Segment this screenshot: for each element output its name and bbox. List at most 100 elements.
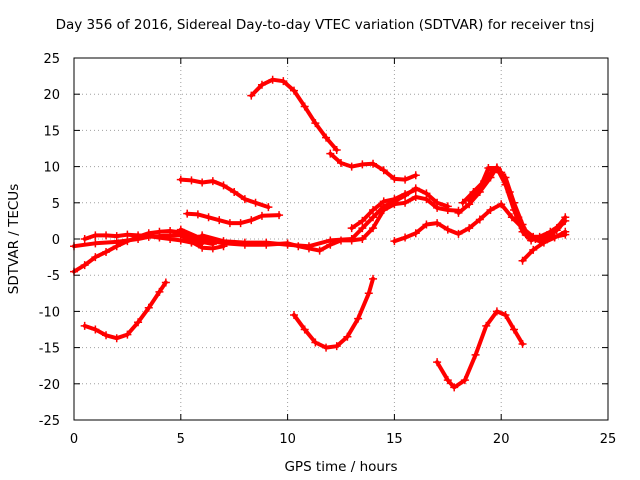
series-line bbox=[292, 276, 375, 350]
data-point bbox=[411, 185, 420, 194]
y-tick-label: 5 bbox=[52, 197, 60, 212]
data-point bbox=[358, 160, 367, 169]
data-point bbox=[433, 358, 442, 367]
axis-ticks: 0 5 10 15 20 25 -25 -20 -15 -10 -5 0 5 10 15 20 25 bbox=[39, 52, 617, 447]
data-point bbox=[240, 238, 249, 247]
data-point bbox=[208, 244, 217, 253]
data-point bbox=[240, 195, 249, 204]
data-point bbox=[358, 235, 367, 243]
data-point bbox=[322, 133, 331, 142]
data-point bbox=[561, 213, 570, 222]
data-point bbox=[422, 189, 431, 198]
data-point bbox=[401, 233, 410, 242]
data-point bbox=[123, 230, 132, 239]
data-point bbox=[422, 220, 431, 229]
data-point bbox=[465, 196, 474, 205]
data-point bbox=[390, 195, 399, 204]
data-point bbox=[454, 208, 463, 217]
data-point bbox=[501, 311, 510, 320]
data-point bbox=[475, 184, 484, 193]
data-point bbox=[225, 219, 234, 228]
data-point bbox=[166, 235, 175, 243]
plot-frame bbox=[73, 57, 609, 421]
data-point bbox=[279, 77, 288, 86]
series-arc-2 bbox=[290, 274, 378, 352]
data-point bbox=[204, 213, 213, 222]
data-point bbox=[347, 235, 356, 243]
data-point bbox=[454, 229, 463, 238]
data-point bbox=[193, 210, 202, 219]
data-point bbox=[475, 215, 484, 224]
data-point bbox=[401, 198, 410, 207]
series-arc-4 bbox=[247, 75, 341, 154]
series-arc-6 bbox=[176, 175, 273, 212]
data-point bbox=[411, 171, 420, 180]
x-tick-label: 0 bbox=[70, 432, 78, 447]
data-point bbox=[401, 175, 410, 184]
data-point bbox=[183, 209, 192, 218]
data-point bbox=[80, 235, 89, 243]
data-point bbox=[219, 237, 228, 246]
data-point bbox=[458, 198, 467, 207]
data-point bbox=[364, 289, 373, 298]
data-point bbox=[123, 330, 132, 339]
series-arc-18 bbox=[518, 227, 570, 265]
data-point bbox=[247, 91, 256, 100]
chart-title: Day 356 of 2016, Sidereal Day-to-day VTE… bbox=[56, 17, 595, 33]
data-point bbox=[390, 237, 399, 246]
data-point bbox=[247, 216, 256, 225]
x-tick-label: 10 bbox=[279, 432, 296, 447]
data-point bbox=[484, 164, 493, 173]
data-point bbox=[268, 75, 277, 84]
y-tick-label: 10 bbox=[43, 161, 60, 176]
data-point bbox=[369, 159, 378, 168]
series-arc-17 bbox=[465, 164, 566, 245]
data-point bbox=[326, 236, 335, 245]
data-point bbox=[311, 119, 320, 128]
data-point bbox=[300, 325, 309, 334]
data-point bbox=[91, 325, 100, 334]
data-point bbox=[411, 229, 420, 238]
data-point bbox=[257, 80, 266, 89]
data-point bbox=[91, 231, 100, 240]
data-point bbox=[91, 239, 100, 248]
data-point bbox=[492, 307, 501, 316]
data-point bbox=[332, 145, 341, 154]
data-point bbox=[358, 224, 367, 233]
data-point bbox=[176, 175, 185, 184]
data-point bbox=[290, 86, 299, 95]
data-point bbox=[176, 225, 185, 234]
plot-area bbox=[70, 75, 570, 392]
data-point bbox=[557, 220, 566, 229]
data-point bbox=[443, 202, 452, 211]
data-point bbox=[518, 227, 527, 236]
data-point bbox=[535, 232, 544, 241]
data-point bbox=[236, 219, 245, 228]
data-point bbox=[198, 231, 207, 240]
data-point bbox=[497, 200, 506, 209]
x-tick-label: 15 bbox=[386, 432, 403, 447]
data-point bbox=[450, 383, 459, 392]
data-point bbox=[550, 233, 559, 242]
data-point bbox=[102, 231, 111, 240]
data-point bbox=[443, 225, 452, 234]
series-line bbox=[435, 309, 525, 390]
y-tick-label: -15 bbox=[39, 342, 60, 357]
data-point bbox=[501, 180, 510, 189]
data-point bbox=[379, 197, 388, 206]
data-point bbox=[257, 211, 266, 220]
data-point bbox=[561, 227, 570, 236]
data-point bbox=[102, 248, 111, 257]
data-point bbox=[322, 343, 331, 352]
data-point bbox=[347, 224, 356, 233]
data-point bbox=[187, 176, 196, 185]
y-tick-label: 0 bbox=[52, 233, 60, 248]
data-point bbox=[251, 198, 260, 207]
data-point bbox=[443, 376, 452, 385]
data-point bbox=[332, 342, 341, 351]
data-point bbox=[460, 376, 469, 385]
data-point bbox=[369, 213, 378, 222]
series-arc-1 bbox=[80, 278, 170, 343]
y-tick-label: -25 bbox=[39, 414, 60, 429]
data-point bbox=[390, 174, 399, 183]
